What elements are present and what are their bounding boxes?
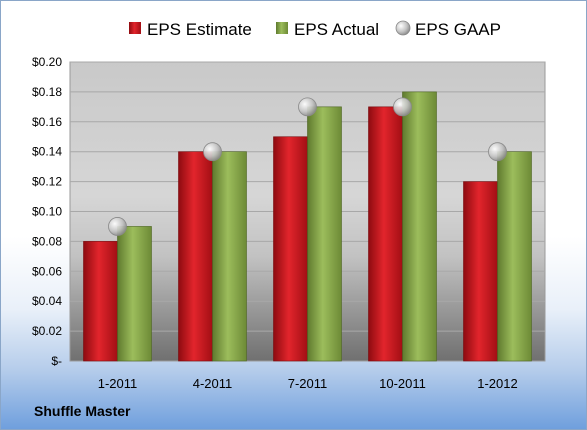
legend-swatch-actual: [276, 22, 288, 34]
bar-eps-estimate: [273, 136, 308, 362]
x-tick-label: 7-2011: [288, 376, 328, 391]
y-tick-label: $0.04: [32, 294, 62, 308]
bars: [83, 91, 532, 362]
legend-marker-gaap: [395, 20, 411, 36]
legend: EPS Estimate EPS Actual EPS GAAP: [129, 20, 501, 39]
legend-label-estimate: EPS Estimate: [147, 20, 252, 39]
marker-eps-gaap: [203, 142, 222, 162]
x-axis-ticks: 1-2011 4-2011 7-2011 10-2011 1-2012: [98, 376, 518, 391]
y-tick-label: $0.14: [32, 145, 62, 159]
bar-eps-estimate: [368, 106, 403, 362]
gaap-markers: [108, 97, 507, 236]
marker-eps-gaap: [393, 97, 412, 117]
bar-eps-actual: [212, 151, 247, 362]
legend-swatch-estimate: [129, 22, 141, 34]
y-tick-label: $0.02: [32, 324, 62, 338]
y-tick-label: $0.16: [32, 115, 62, 129]
y-tick-label: $0.12: [32, 175, 62, 189]
y-tick-label: $0.08: [32, 234, 62, 248]
bar-eps-actual: [307, 106, 342, 362]
y-tick-label: $0.10: [32, 205, 62, 219]
bar-eps-estimate: [178, 151, 213, 362]
x-tick-label: 1-2012: [477, 376, 517, 391]
x-tick-label: 10-2011: [379, 376, 426, 391]
bar-eps-actual: [402, 91, 437, 362]
y-axis-ticks: $- $0.02 $0.04 $0.06 $0.08 $0.10 $0.12 $0.14 $0.…: [32, 55, 62, 368]
y-tick-label: $-: [51, 354, 62, 368]
bar-eps-estimate: [463, 181, 498, 362]
marker-eps-gaap: [298, 97, 317, 117]
y-tick-label: $0.18: [32, 85, 62, 99]
bar-eps-actual: [497, 151, 532, 362]
bar-eps-estimate: [83, 241, 118, 362]
marker-eps-gaap: [488, 142, 507, 162]
x-tick-label: 1-2011: [98, 376, 138, 391]
marker-eps-gaap: [108, 217, 127, 236]
y-tick-label: $0.06: [32, 264, 62, 278]
company-name: Shuffle Master: [34, 403, 131, 419]
x-tick-label: 4-2011: [193, 376, 233, 391]
y-tick-label: $0.20: [32, 55, 62, 69]
bar-eps-actual: [117, 226, 152, 362]
legend-label-actual: EPS Actual: [294, 20, 379, 39]
legend-label-gaap: EPS GAAP: [415, 20, 501, 39]
